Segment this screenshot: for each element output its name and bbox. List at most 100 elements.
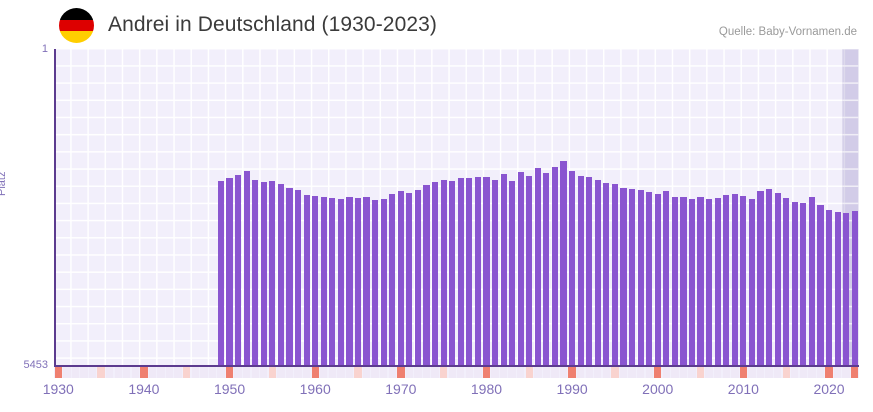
x-tick-minor — [88, 367, 97, 378]
x-tick-minor — [208, 367, 217, 378]
y-axis-tick-top: 1 — [41, 43, 48, 55]
x-tick-minor — [585, 367, 593, 378]
bar — [423, 185, 430, 366]
x-tick-major — [397, 367, 405, 378]
bar — [491, 180, 499, 366]
bar — [432, 182, 439, 366]
x-tick-minor — [551, 367, 559, 378]
bar-series — [54, 49, 859, 366]
x-tick-minor — [628, 367, 636, 378]
bar — [312, 196, 319, 366]
bar — [834, 212, 841, 366]
x-tick-minor — [816, 367, 825, 378]
x-tick-minor — [191, 367, 199, 378]
x-tick-minor — [80, 367, 88, 378]
x-tick-minor — [388, 367, 396, 378]
x-tick-minor — [148, 367, 157, 378]
x-tick-minor — [705, 367, 713, 378]
x-tick-minor — [534, 367, 542, 378]
bar — [483, 177, 490, 366]
x-axis-tick-label: 2020 — [813, 381, 845, 397]
bar — [397, 191, 404, 366]
bar — [337, 199, 344, 366]
bar — [414, 190, 422, 366]
x-tick-minor — [268, 367, 277, 378]
bar — [474, 177, 481, 366]
x-tick-minor — [422, 367, 431, 378]
bar — [243, 171, 250, 366]
x-tick-major — [311, 367, 319, 378]
bar — [217, 181, 225, 366]
bar — [517, 172, 524, 366]
bar — [286, 188, 293, 366]
x-tick-minor — [636, 367, 645, 378]
x-tick-minor — [200, 367, 208, 378]
x-tick-minor — [731, 367, 739, 378]
x-tick-major — [654, 367, 662, 378]
bar — [449, 181, 456, 366]
bar — [637, 190, 644, 366]
x-tick-minor — [499, 367, 508, 378]
bar — [440, 180, 447, 366]
bar — [509, 181, 516, 366]
bar — [783, 198, 790, 366]
x-tick-major — [482, 367, 491, 378]
y-axis-line — [54, 49, 56, 367]
x-tick-minor — [183, 367, 191, 378]
x-tick-minor — [611, 367, 619, 378]
x-axis-tick-label: 1950 — [213, 381, 246, 397]
x-tick-minor — [302, 367, 311, 378]
x-tick-minor — [63, 367, 71, 378]
bar — [526, 176, 533, 366]
bar — [226, 178, 233, 366]
bar — [235, 175, 242, 366]
bar — [654, 194, 661, 366]
x-tick-minor — [842, 367, 850, 378]
x-tick-minor — [362, 367, 371, 378]
x-tick-minor — [594, 367, 602, 378]
x-tick-minor — [748, 367, 756, 378]
x-tick-minor — [114, 367, 122, 378]
bar — [260, 182, 267, 366]
x-tick-minor — [320, 367, 328, 378]
x-tick-major — [140, 367, 148, 378]
x-axis-tick-label: 1980 — [470, 381, 503, 397]
x-tick-minor — [619, 367, 628, 378]
bar — [500, 174, 507, 366]
x-axis-tick-strip — [54, 367, 859, 378]
x-tick-major — [739, 367, 748, 378]
chart-title: Andrei in Deutschland (1930-2023) — [108, 13, 438, 36]
x-tick-minor — [474, 367, 482, 378]
bar — [723, 195, 730, 366]
x-tick-minor — [97, 367, 105, 378]
x-tick-minor — [260, 367, 268, 378]
x-tick-major — [851, 367, 859, 378]
bar — [706, 199, 713, 366]
x-tick-minor — [294, 367, 302, 378]
x-tick-minor — [217, 367, 225, 378]
x-tick-minor — [157, 367, 165, 378]
x-tick-minor — [808, 367, 816, 378]
x-tick-minor — [602, 367, 611, 378]
bar — [372, 200, 379, 366]
x-tick-minor — [234, 367, 242, 378]
bar — [569, 171, 576, 366]
germany-flag-icon — [59, 8, 94, 43]
x-tick-minor — [174, 367, 182, 378]
x-tick-minor — [431, 367, 439, 378]
bar — [611, 184, 618, 366]
y-axis-tick-bottom: 5453 — [23, 359, 48, 371]
x-tick-minor — [371, 367, 379, 378]
x-axis-tick-label: 1960 — [299, 381, 331, 397]
bar — [594, 180, 601, 366]
x-tick-minor — [243, 367, 251, 378]
bar — [663, 191, 670, 366]
bar — [543, 173, 550, 366]
x-tick-minor — [405, 367, 414, 378]
bar — [303, 195, 310, 366]
x-tick-minor — [380, 367, 388, 378]
x-tick-minor — [722, 367, 730, 378]
x-tick-major — [568, 367, 576, 378]
x-tick-minor — [791, 367, 799, 378]
x-axis-tick-label: 1940 — [128, 381, 160, 397]
